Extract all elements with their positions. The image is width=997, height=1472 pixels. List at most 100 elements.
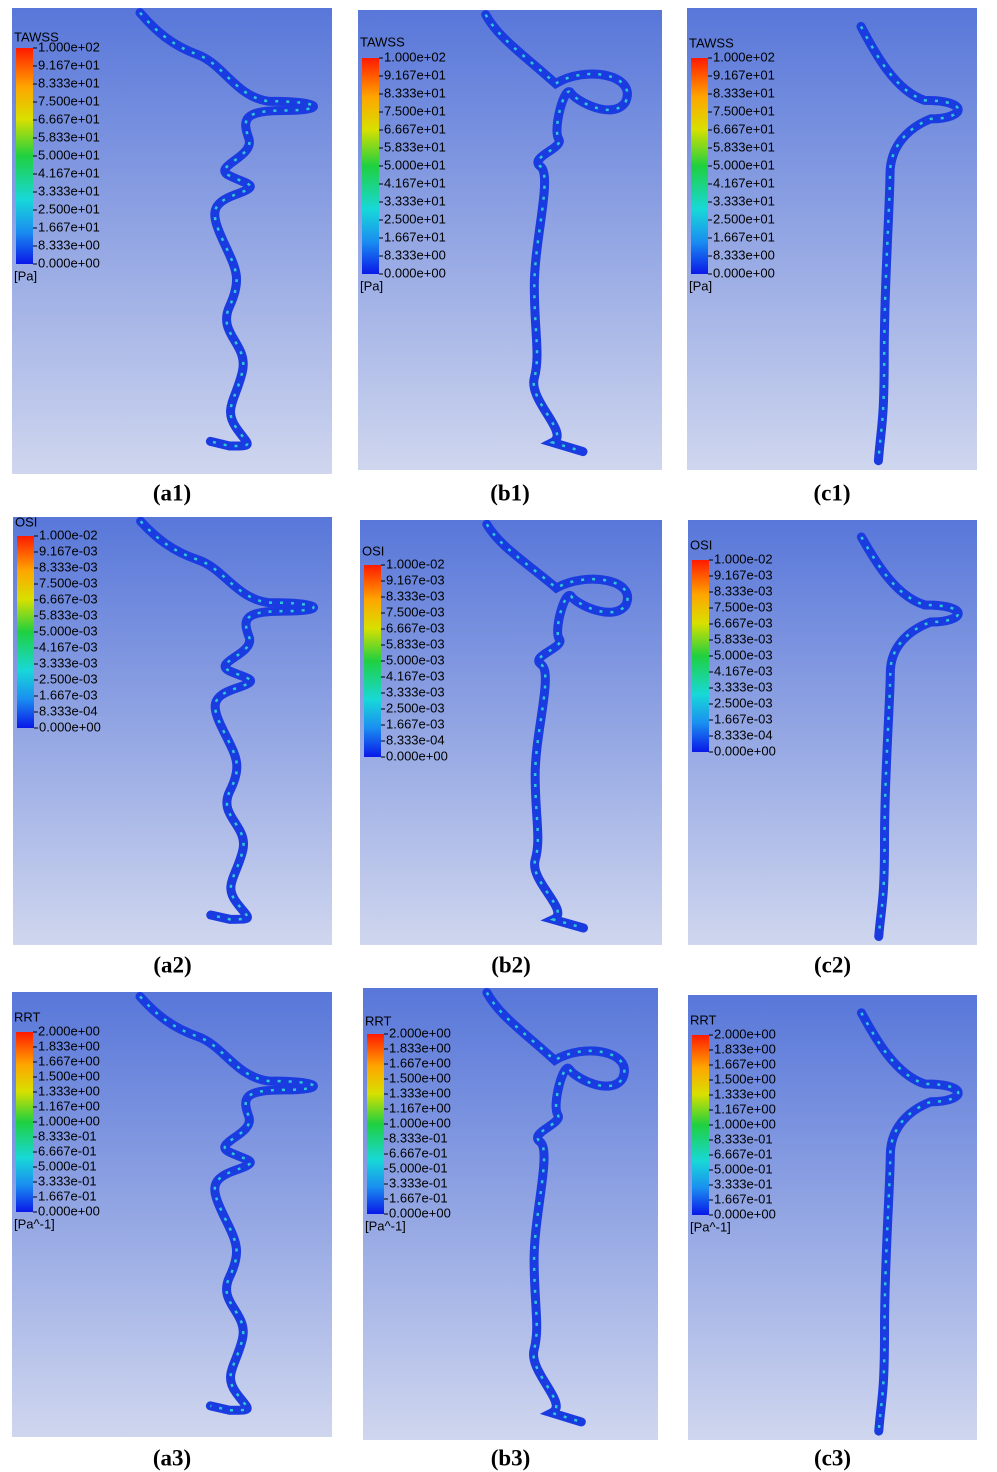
colorbar-label: 3.333e-03 <box>386 684 445 699</box>
colorbar-label: 1.667e-03 <box>386 716 445 731</box>
colorbar-label: 9.167e-03 <box>714 567 773 582</box>
colorbar-label: 5.000e+01 <box>713 157 775 172</box>
colorbar <box>691 58 708 274</box>
colorbar-label: 5.000e-03 <box>39 623 98 638</box>
colorbar-label: 1.000e+02 <box>384 49 446 64</box>
legend-title: TAWSS <box>689 35 734 50</box>
colorbar-label: 1.000e-02 <box>39 527 98 542</box>
colorbar-label: 1.000e+02 <box>713 49 775 64</box>
colorbar-label: 2.500e+01 <box>713 211 775 226</box>
panel-label: (b3) <box>491 1445 531 1470</box>
legend-title: OSI <box>15 514 37 529</box>
colorbar-label: 2.500e-03 <box>39 671 98 686</box>
colorbar-label: 8.333e-04 <box>714 727 773 742</box>
colorbar-label: 0.000e+00 <box>713 265 775 280</box>
colorbar-label: 5.833e-03 <box>714 631 773 646</box>
colorbar-label: 2.000e+00 <box>38 1023 100 1038</box>
panel-label: (a2) <box>153 952 191 977</box>
colorbar-label: 8.333e+00 <box>713 247 775 262</box>
colorbar-label: 7.500e+01 <box>713 103 775 118</box>
colorbar-label: 9.167e+01 <box>384 67 446 82</box>
colorbar-label: 2.500e-03 <box>714 695 773 710</box>
colorbar-label: 0.000e+00 <box>38 255 100 270</box>
colorbar-label: 8.333e-01 <box>714 1131 773 1146</box>
panel: OSI1.000e-029.167e-038.333e-037.500e-036… <box>360 520 662 945</box>
colorbar-label: 6.667e-01 <box>389 1145 448 1160</box>
colorbar-label: 8.333e+01 <box>384 85 446 100</box>
colorbar-label: 1.500e+00 <box>389 1070 451 1085</box>
colorbar-label: 6.667e+01 <box>384 121 446 136</box>
legend-title: TAWSS <box>360 34 405 49</box>
colorbar <box>362 58 379 274</box>
colorbar-label: 1.667e+01 <box>713 229 775 244</box>
panel-label: (b1) <box>490 480 530 505</box>
colorbar-label: 8.333e+00 <box>384 247 446 262</box>
colorbar-label: 6.667e-03 <box>386 620 445 635</box>
panel: TAWSS1.000e+02 9.167e+01 8.333e+01 7.500e+0… <box>687 8 977 470</box>
colorbar-label: 0.000e+00 <box>714 743 776 758</box>
colorbar-label: 8.333e+01 <box>713 85 775 100</box>
colorbar <box>364 565 381 757</box>
colorbar-label: 1.333e+00 <box>714 1086 776 1101</box>
legend-unit: [Pa^-1] <box>365 1218 406 1233</box>
colorbar-label: 1.667e-03 <box>39 687 98 702</box>
colorbar <box>367 1034 384 1214</box>
panel: OSI1.000e-029.167e-038.333e-037.500e-036… <box>13 514 332 945</box>
colorbar-label: 1.667e+00 <box>389 1055 451 1070</box>
colorbar-label: 1.167e+00 <box>38 1098 100 1113</box>
colorbar-label: 5.833e+01 <box>38 129 100 144</box>
colorbar <box>16 48 33 264</box>
colorbar-label: 3.333e+01 <box>38 183 100 198</box>
colorbar-label: 5.000e-01 <box>38 1158 97 1173</box>
colorbar-label: 3.333e-01 <box>714 1176 773 1191</box>
colorbar-label: 7.500e+01 <box>384 103 446 118</box>
colorbar-label: 1.000e+00 <box>389 1115 451 1130</box>
legend-unit: [Pa^-1] <box>690 1219 731 1234</box>
colorbar-label: 3.333e-03 <box>714 679 773 694</box>
colorbar-label: 1.667e+01 <box>384 229 446 244</box>
colorbar-label: 1.000e+00 <box>38 1113 100 1128</box>
colorbar-label: 3.333e-03 <box>39 655 98 670</box>
colorbar-label: 8.333e-01 <box>38 1128 97 1143</box>
colorbar-label: 2.000e+00 <box>389 1025 451 1040</box>
colorbar-label: 1.500e+00 <box>714 1071 776 1086</box>
legend-title: RRT <box>690 1012 717 1027</box>
colorbar-label: 3.333e-01 <box>389 1175 448 1190</box>
colorbar-label: 4.167e-03 <box>386 668 445 683</box>
colorbar-label: 2.500e-03 <box>386 700 445 715</box>
legend-unit: [Pa] <box>14 268 37 283</box>
colorbar-label: 5.000e-01 <box>389 1160 448 1175</box>
legend-unit: [Pa^-1] <box>14 1216 55 1231</box>
colorbar-label: 1.833e+00 <box>714 1041 776 1056</box>
figure: TAWSS1.000e+029.167e+018.333e+017.500e+0… <box>0 0 997 1472</box>
colorbar-label: 9.167e-03 <box>39 543 98 558</box>
colorbar <box>692 560 709 752</box>
panel-label: (c2) <box>814 952 851 977</box>
colorbar-label: 7.500e-03 <box>714 599 773 614</box>
colorbar-label: 3.333e+01 <box>384 193 446 208</box>
legend-title: RRT <box>365 1013 392 1028</box>
colorbar-label: 5.000e-03 <box>714 647 773 662</box>
colorbar-label: 1.500e+00 <box>38 1068 100 1083</box>
legend-unit: [Pa] <box>689 278 712 293</box>
panel-label: (a1) <box>153 480 191 505</box>
colorbar-label: 4.167e+01 <box>384 175 446 190</box>
colorbar-label: 1.667e+00 <box>38 1053 100 1068</box>
colorbar-label: 1.667e+01 <box>38 219 100 234</box>
colorbar-label: 8.333e+00 <box>38 237 100 252</box>
colorbar-label: 7.500e-03 <box>386 604 445 619</box>
colorbar-label: 8.333e-03 <box>39 559 98 574</box>
colorbar-label: 9.167e+01 <box>713 67 775 82</box>
colorbar-label: 5.833e-03 <box>39 607 98 622</box>
colorbar-label: 5.000e-03 <box>386 652 445 667</box>
colorbar-label: 8.333e-03 <box>386 588 445 603</box>
colorbar-label: 2.000e+00 <box>714 1026 776 1041</box>
colorbar-label: 5.000e+01 <box>384 157 446 172</box>
colorbar-label: 1.167e+00 <box>714 1101 776 1116</box>
colorbar-label: 5.833e-03 <box>386 636 445 651</box>
colorbar-label: 6.667e-01 <box>714 1146 773 1161</box>
colorbar-label: 6.667e-03 <box>39 591 98 606</box>
colorbar-label: 1.167e+00 <box>389 1100 451 1115</box>
colorbar-label: 4.167e+01 <box>38 165 100 180</box>
